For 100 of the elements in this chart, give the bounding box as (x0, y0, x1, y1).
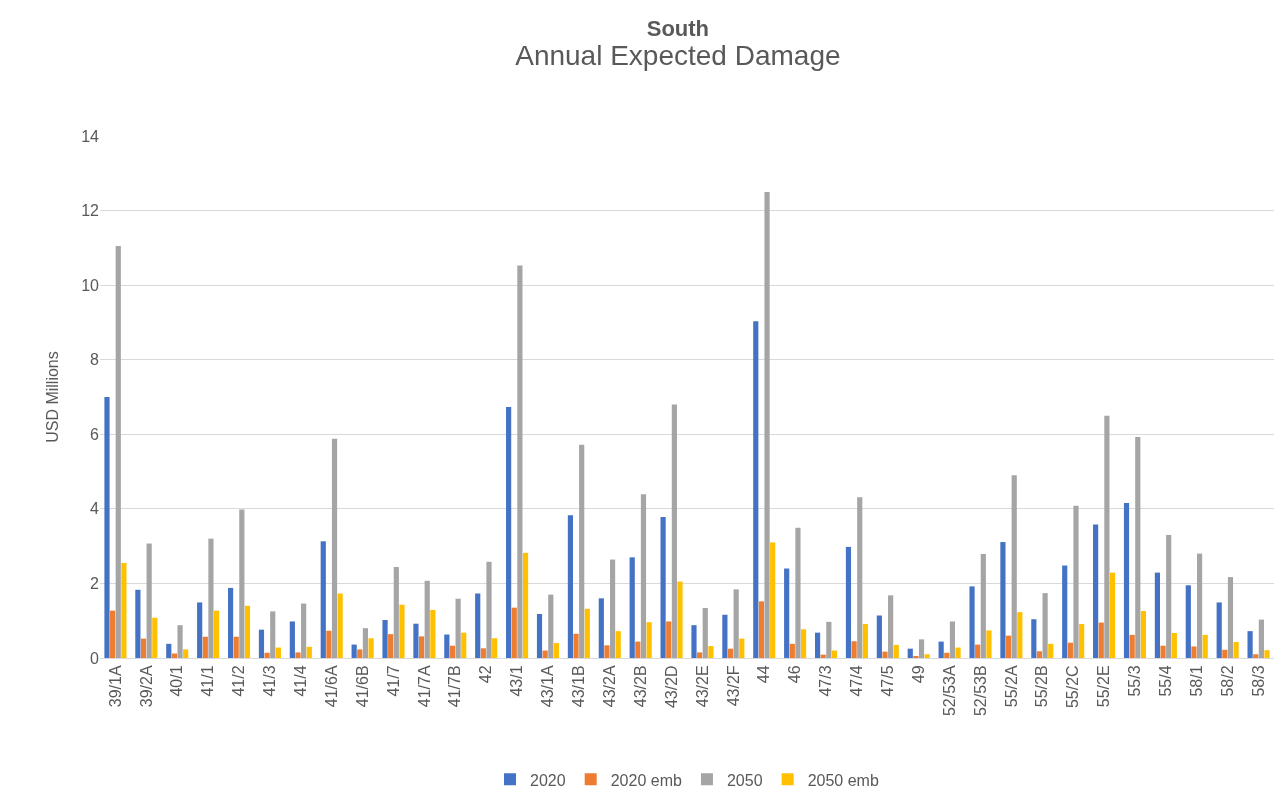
bar (677, 581, 683, 658)
bar (857, 497, 863, 658)
bar (233, 636, 239, 658)
bar (506, 407, 512, 658)
bar (553, 643, 560, 658)
bar (1171, 633, 1177, 658)
bar (784, 568, 790, 658)
x-tick-label: 41/6B (353, 665, 371, 708)
bar (368, 638, 374, 658)
bar (646, 622, 652, 658)
bar (351, 644, 357, 658)
bar (382, 619, 388, 658)
bar (115, 245, 121, 658)
bar (1011, 475, 1017, 658)
bar (166, 643, 172, 658)
x-tick-label: 55/4 (1157, 665, 1175, 697)
bar (275, 647, 281, 658)
y-tick-label: 2 (90, 575, 100, 593)
bar (455, 598, 461, 658)
x-tick-label: 55/3 (1126, 665, 1144, 697)
bar (727, 648, 734, 658)
bar (197, 602, 203, 658)
bar (640, 494, 647, 658)
x-tick-label: 55/2C (1064, 665, 1082, 709)
x-tick-label: 46 (786, 665, 804, 684)
bar (1079, 624, 1085, 658)
bar (1000, 542, 1006, 658)
bar (326, 630, 332, 658)
bar (357, 649, 363, 658)
bar (1135, 436, 1141, 658)
y-tick-label: 12 (81, 202, 100, 220)
bar (449, 645, 456, 658)
bar (542, 650, 548, 658)
bar (671, 404, 677, 658)
bar (1123, 502, 1130, 658)
bar (110, 610, 116, 658)
bar (183, 649, 189, 658)
x-tick-label: 49 (909, 665, 927, 684)
bar (486, 561, 492, 658)
bar (295, 652, 301, 658)
y-tick-label: 14 (81, 127, 100, 145)
bar (1222, 649, 1228, 658)
bar (986, 630, 992, 658)
x-tick-label: 47/3 (817, 665, 835, 697)
bar (306, 646, 312, 658)
x-tick-label: 42 (477, 665, 495, 684)
x-tick-label: 58/3 (1249, 665, 1267, 697)
x-tick-label: 41/1 (199, 665, 217, 697)
x-tick-label: 43/2A (600, 665, 618, 708)
x-tick-label: 47/5 (879, 665, 897, 697)
bar (851, 641, 857, 658)
bar (1191, 646, 1197, 658)
bar (208, 538, 214, 658)
bar (258, 629, 265, 658)
bar (239, 509, 245, 658)
bar (573, 633, 579, 658)
bar (1017, 612, 1023, 658)
legend-label: 2020 (530, 771, 566, 789)
bar (893, 644, 899, 658)
bar (1031, 619, 1037, 658)
x-tick-label: 39/2A (137, 665, 155, 708)
bar (697, 652, 703, 658)
bar (399, 604, 405, 658)
bar (980, 553, 986, 658)
bar (708, 646, 714, 658)
x-tick-label: 44 (755, 665, 773, 684)
bar (629, 557, 635, 658)
x-tick-label: 55/2E (1095, 665, 1113, 708)
bar (480, 648, 486, 658)
bar (826, 621, 832, 658)
bar (795, 527, 801, 658)
bar (444, 634, 450, 658)
bar (548, 594, 554, 658)
bar (104, 397, 110, 658)
x-tick-label: 55/2B (1033, 665, 1051, 708)
bar (177, 625, 183, 658)
bar (1216, 602, 1222, 658)
x-tick-label: 41/4 (292, 665, 310, 697)
bar (758, 601, 765, 658)
bar (598, 598, 604, 658)
bar (1093, 524, 1099, 658)
bar (753, 321, 759, 658)
bar (1227, 577, 1234, 658)
bar (522, 552, 529, 658)
x-tick-label: 41/2 (230, 665, 248, 697)
bar (413, 623, 419, 658)
bar (635, 641, 641, 658)
bar (918, 639, 925, 658)
bar (1160, 645, 1166, 658)
bar (615, 631, 621, 658)
bar (1005, 635, 1012, 658)
x-tick-label: 41/7A (415, 665, 433, 708)
bar (1098, 622, 1104, 658)
bar (1109, 572, 1116, 658)
x-tick-label: 47/4 (848, 665, 866, 697)
bar (907, 648, 913, 658)
bar (202, 636, 208, 658)
bar (320, 541, 326, 658)
bar (1042, 593, 1048, 658)
bar (831, 650, 838, 658)
